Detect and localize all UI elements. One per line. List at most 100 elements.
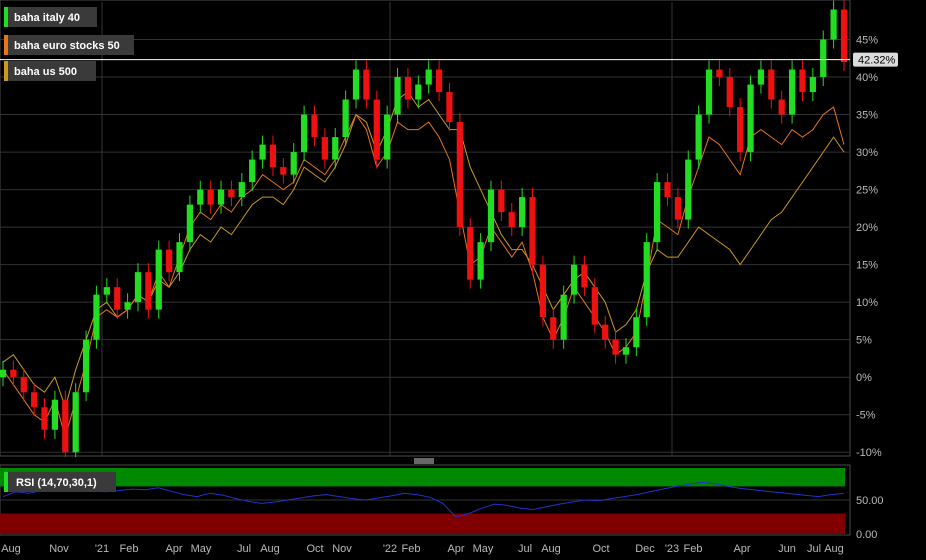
panel-resize-handle[interactable] <box>0 457 850 465</box>
rsi-tick-label: 50.00 <box>856 495 884 507</box>
legend-label: baha italy 40 <box>14 12 80 24</box>
candle-body <box>809 77 816 93</box>
candle-body <box>363 69 370 100</box>
candle-body <box>342 99 349 138</box>
candle-body <box>62 399 69 453</box>
candle-body <box>622 347 630 355</box>
main-grid <box>0 2 850 534</box>
x-tick-label: Aug <box>541 543 561 555</box>
y-tick-label: -10% <box>856 447 882 459</box>
candle-body <box>768 69 775 100</box>
x-tick-label: Aug <box>824 543 844 555</box>
y-tick-label: 0% <box>856 372 872 384</box>
candle-body <box>269 144 277 168</box>
candle-body <box>581 264 588 288</box>
x-tick-label: Jun <box>778 543 796 555</box>
candle-body <box>560 294 567 340</box>
x-tick-label: Apr <box>733 543 750 555</box>
candle-body <box>664 182 671 198</box>
legend-item-italy[interactable]: baha italy 40 <box>4 7 97 27</box>
candle-body <box>716 69 723 78</box>
y-tick-label: 35% <box>856 110 878 122</box>
y-tick-label: 25% <box>856 185 878 197</box>
y-tick-label: 10% <box>856 297 878 309</box>
candle-body <box>228 189 235 198</box>
candle-body <box>394 77 401 115</box>
candle-body <box>726 77 733 108</box>
candle-body <box>705 69 713 115</box>
series-line-1 <box>2 106 845 440</box>
rsi-overbought-zone <box>0 468 845 487</box>
x-tick-label: Aug <box>1 543 21 555</box>
candle-body <box>10 369 17 378</box>
candlestick-series <box>0 0 848 462</box>
y-tick-label: 40% <box>856 72 878 84</box>
candle-body <box>550 317 557 340</box>
y-tick-label: -5% <box>856 410 876 422</box>
candle-body <box>186 204 194 243</box>
legend-item-us-500[interactable]: baha us 500 <box>4 61 96 81</box>
candle-body <box>51 399 59 430</box>
x-tick-label: May <box>191 543 212 555</box>
last-value-label: 42.32% <box>858 55 896 67</box>
candle-body <box>82 339 90 393</box>
legend-label: baha us 500 <box>14 66 77 78</box>
candle-body <box>145 272 152 310</box>
rsi-label: RSI (14,70,30,1) <box>16 477 97 489</box>
rsi-tick-label: 0.00 <box>856 529 877 541</box>
candle-body <box>197 189 204 205</box>
candle-body <box>72 392 79 453</box>
x-tick-label: May <box>473 543 494 555</box>
candle-body <box>425 69 432 85</box>
x-tick-label: Apr <box>165 543 182 555</box>
candle-body <box>695 114 702 160</box>
candle-body <box>456 122 463 228</box>
rsi-y-axis: 50.00 0.00 <box>856 495 884 541</box>
rsi-legend[interactable]: RSI (14,70,30,1) <box>4 472 116 492</box>
candle-body <box>0 369 7 378</box>
rsi-line <box>2 481 845 518</box>
y-tick-label: 30% <box>856 147 878 159</box>
candle-body <box>778 99 785 115</box>
candle-body <box>508 212 515 228</box>
x-tick-label: '23 <box>665 543 679 555</box>
candle-body <box>134 272 142 303</box>
x-tick-label: Feb <box>402 543 421 555</box>
y-tick-label: 45% <box>856 35 878 47</box>
candle-body <box>176 242 183 273</box>
x-tick-label: '21 <box>95 543 109 555</box>
candle-body <box>685 159 692 220</box>
series-layer <box>2 91 845 440</box>
candle-body <box>103 287 110 295</box>
candle-body <box>166 249 173 273</box>
candle-body <box>633 317 640 348</box>
candle-body <box>820 39 827 78</box>
candle-body <box>747 84 754 153</box>
x-tick-label: '22 <box>383 543 397 555</box>
candle-body <box>217 189 225 205</box>
candle-body <box>20 377 27 393</box>
x-tick-label: Nov <box>332 543 352 555</box>
main-y-axis: 45% 40% 35% 30% 25% 20% 15% 10% 5% 0% -5% -10% <box>856 35 882 460</box>
candle-body <box>41 407 48 430</box>
candle-body <box>290 152 297 175</box>
x-tick-label: Aug <box>260 543 280 555</box>
candle-body <box>498 189 505 213</box>
legend-label: baha euro stocks 50 <box>14 40 120 52</box>
candle-body <box>830 9 837 40</box>
candle-body <box>321 137 328 160</box>
x-tick-label: Jul <box>237 543 251 555</box>
main-plot-background <box>0 0 851 457</box>
x-tick-label: Nov <box>49 543 69 555</box>
candle-body <box>280 167 287 175</box>
legend-item-euro-stocks[interactable]: baha euro stocks 50 <box>4 35 134 55</box>
candle-body <box>249 159 256 183</box>
candle-body <box>31 392 38 408</box>
candle-body <box>300 114 308 153</box>
y-tick-label: 15% <box>856 260 878 272</box>
candle-body <box>435 69 443 93</box>
last-value-badge: 42.32% <box>853 52 898 67</box>
candle-body <box>570 264 578 295</box>
legend: baha italy 40 baha euro stocks 50 baha u… <box>4 7 134 81</box>
